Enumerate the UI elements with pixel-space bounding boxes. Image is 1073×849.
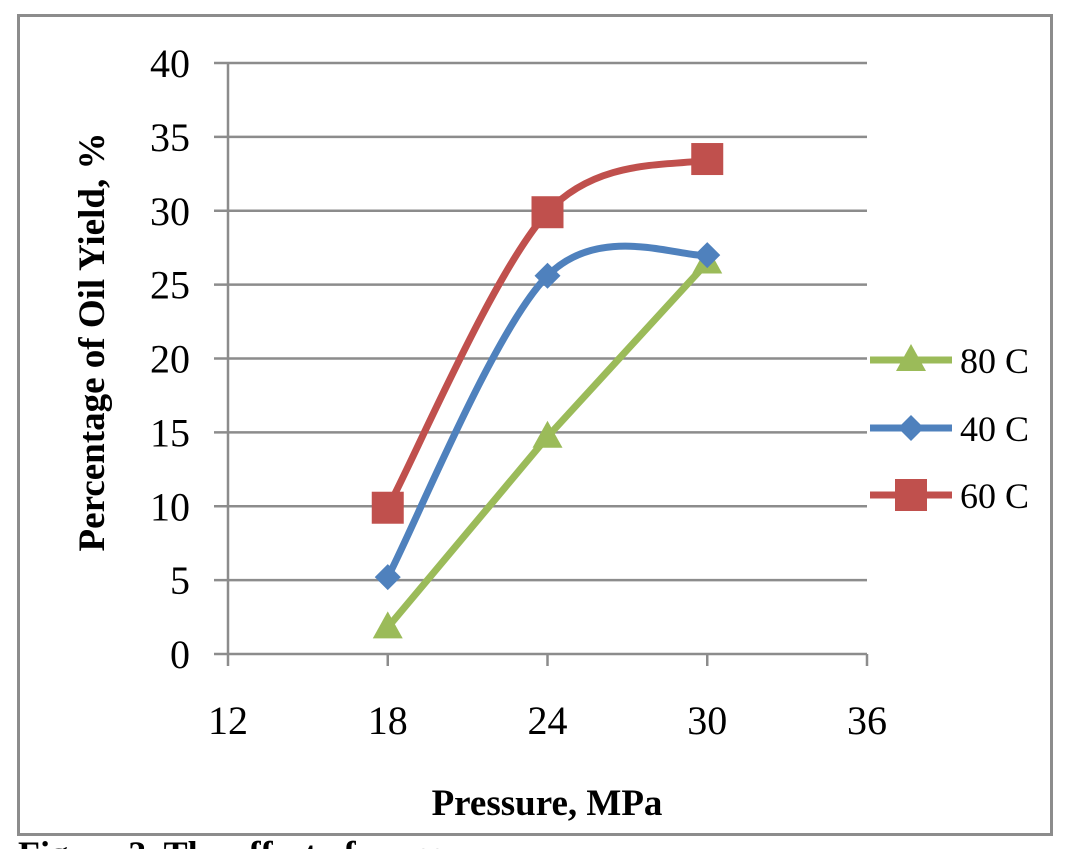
data-point-80-c [372, 611, 403, 639]
series-40-c [374, 242, 721, 591]
legend: 80 C 40 C 60 C [870, 341, 1029, 516]
x-tick-label: 18 [368, 698, 408, 743]
legend-label: 60 C [960, 476, 1029, 516]
series-80-c [372, 246, 723, 639]
y-tick-label: 10 [150, 484, 190, 529]
series-group [371, 143, 724, 639]
data-point-60-c [531, 196, 564, 229]
x-tick-label: 30 [687, 698, 727, 743]
legend-marker [896, 344, 926, 371]
series-line-60-c [384, 155, 711, 512]
data-point-80-c [532, 420, 563, 448]
legend-item-80-c: 80 C [870, 341, 1029, 381]
legend-marker [895, 479, 927, 511]
data-point-60-c [691, 143, 724, 176]
x-tick-label: 36 [847, 698, 887, 743]
series-line-40-c [384, 242, 711, 581]
x-tick-label: 12 [208, 698, 248, 743]
series-60-c [371, 143, 724, 524]
x-tick-label: 24 [528, 698, 568, 743]
y-tick-label: 5 [170, 558, 190, 603]
x-axis-title: Pressure, MPa [432, 783, 663, 824]
y-tick-label: 25 [150, 263, 190, 308]
legend-marker [898, 415, 924, 441]
y-tick-label: 15 [150, 410, 190, 455]
legend-label: 40 C [960, 409, 1029, 449]
legend-item-40-c: 40 C [870, 409, 1029, 449]
y-axis-title: Percentage of Oil Yield, % [72, 133, 113, 552]
axes: 0 5 10 15 20 25 30 35 40 12 18 24 30 36 [150, 41, 887, 743]
data-point-40-c [534, 262, 561, 289]
legend-label: 80 C [960, 341, 1029, 381]
y-tick-label: 30 [150, 189, 190, 234]
y-tick-label: 40 [150, 41, 190, 86]
legend-item-60-c: 60 C [870, 476, 1029, 516]
data-point-40-c [374, 564, 401, 591]
data-point-60-c [371, 491, 404, 524]
y-tick-label: 35 [150, 115, 190, 160]
y-tick-label: 0 [170, 632, 190, 677]
data-point-40-c [694, 242, 721, 269]
y-tick-label: 20 [150, 337, 190, 382]
figure-caption: Figure 3. The effect of pressure [18, 836, 495, 849]
gridlines [228, 61, 867, 582]
